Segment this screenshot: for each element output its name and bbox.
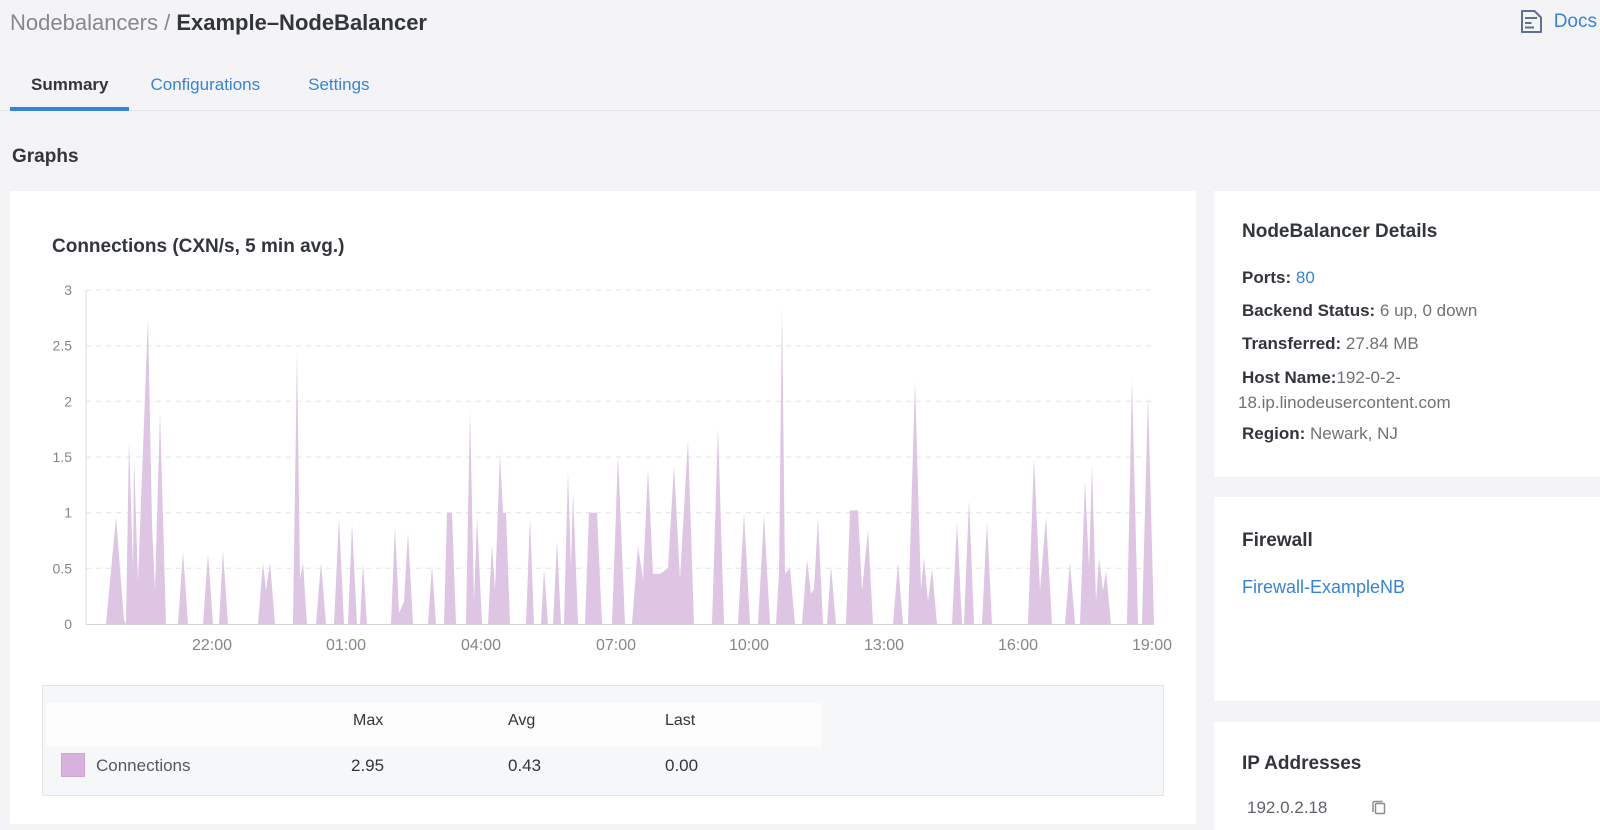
- svg-text:3: 3: [64, 282, 72, 298]
- svg-text:1: 1: [64, 505, 72, 521]
- svg-text:0: 0: [64, 616, 72, 632]
- svg-text:0.5: 0.5: [53, 560, 73, 576]
- svg-text:01:00: 01:00: [326, 637, 366, 654]
- svg-text:22:00: 22:00: [192, 637, 232, 654]
- svg-text:10:00: 10:00: [729, 637, 769, 654]
- svg-text:16:00: 16:00: [998, 637, 1038, 654]
- svg-text:19:00: 19:00: [1132, 637, 1172, 654]
- svg-text:1.5: 1.5: [53, 449, 73, 465]
- svg-text:04:00: 04:00: [461, 637, 501, 654]
- svg-text:2.5: 2.5: [53, 338, 73, 354]
- svg-text:13:00: 13:00: [864, 637, 904, 654]
- svg-text:2: 2: [64, 393, 72, 409]
- svg-text:07:00: 07:00: [596, 637, 636, 654]
